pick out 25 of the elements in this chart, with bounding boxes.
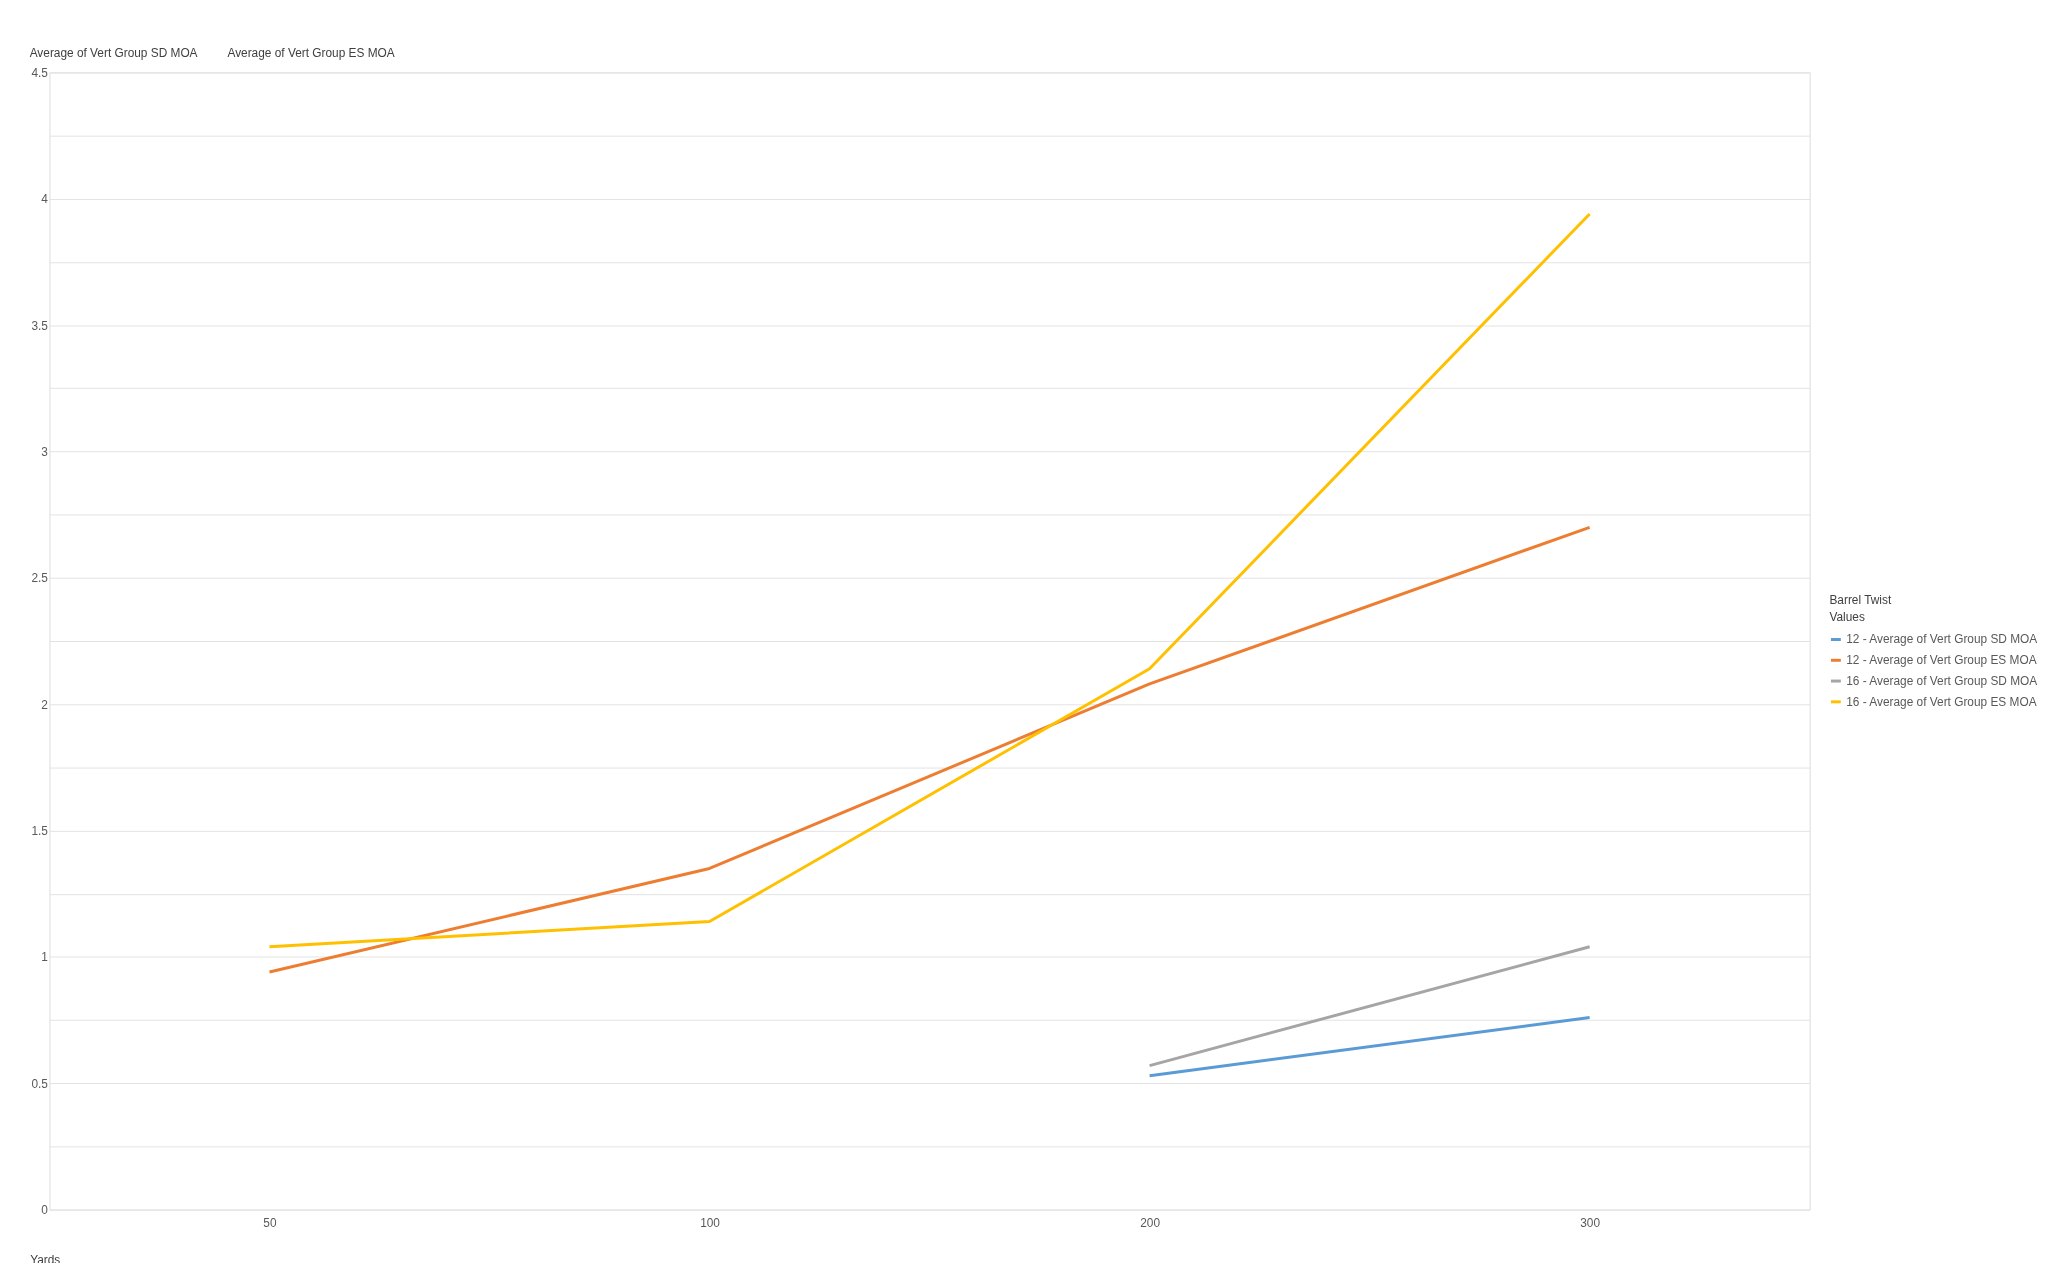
x-tick-label: 50 xyxy=(263,1215,277,1230)
y-tick-label: 1 xyxy=(41,950,49,965)
legend-label: 16 - Average of Vert Group SD MOA xyxy=(1846,674,2038,689)
x-axis-title: Yards xyxy=(30,1252,61,1263)
x-tick-label: 200 xyxy=(1140,1215,1161,1230)
legend-title: Barrel Twist xyxy=(1829,593,1892,608)
legend-label: 16 - Average of Vert Group ES MOA xyxy=(1846,694,2037,709)
y-tick-label: 2.5 xyxy=(31,571,49,586)
x-tick-label: 300 xyxy=(1580,1215,1601,1230)
y-tick-label: 0 xyxy=(41,1203,49,1218)
text: Average of Vert Group ES MOA xyxy=(227,45,395,60)
legend-label: 12 - Average of Vert Group ES MOA xyxy=(1846,653,2037,668)
text: Average of Vert Group SD MOA xyxy=(29,45,198,60)
y-tick-label: 0.5 xyxy=(31,1076,49,1091)
y-tick-label: 1.5 xyxy=(31,823,49,838)
y-tick-label: 2 xyxy=(41,697,48,712)
x-tick-label: 100 xyxy=(700,1215,721,1230)
y-tick-label: 3 xyxy=(41,444,49,459)
y-tick-label: 4.5 xyxy=(31,65,49,80)
line-series xyxy=(267,212,1592,949)
text: Values xyxy=(1829,610,1865,625)
line-series xyxy=(267,525,1592,974)
legend-label: 12 - Average of Vert Group SD MOA xyxy=(1846,632,2038,647)
y-tick-label: 4 xyxy=(41,192,49,207)
y-tick-label: 3.5 xyxy=(31,318,49,333)
